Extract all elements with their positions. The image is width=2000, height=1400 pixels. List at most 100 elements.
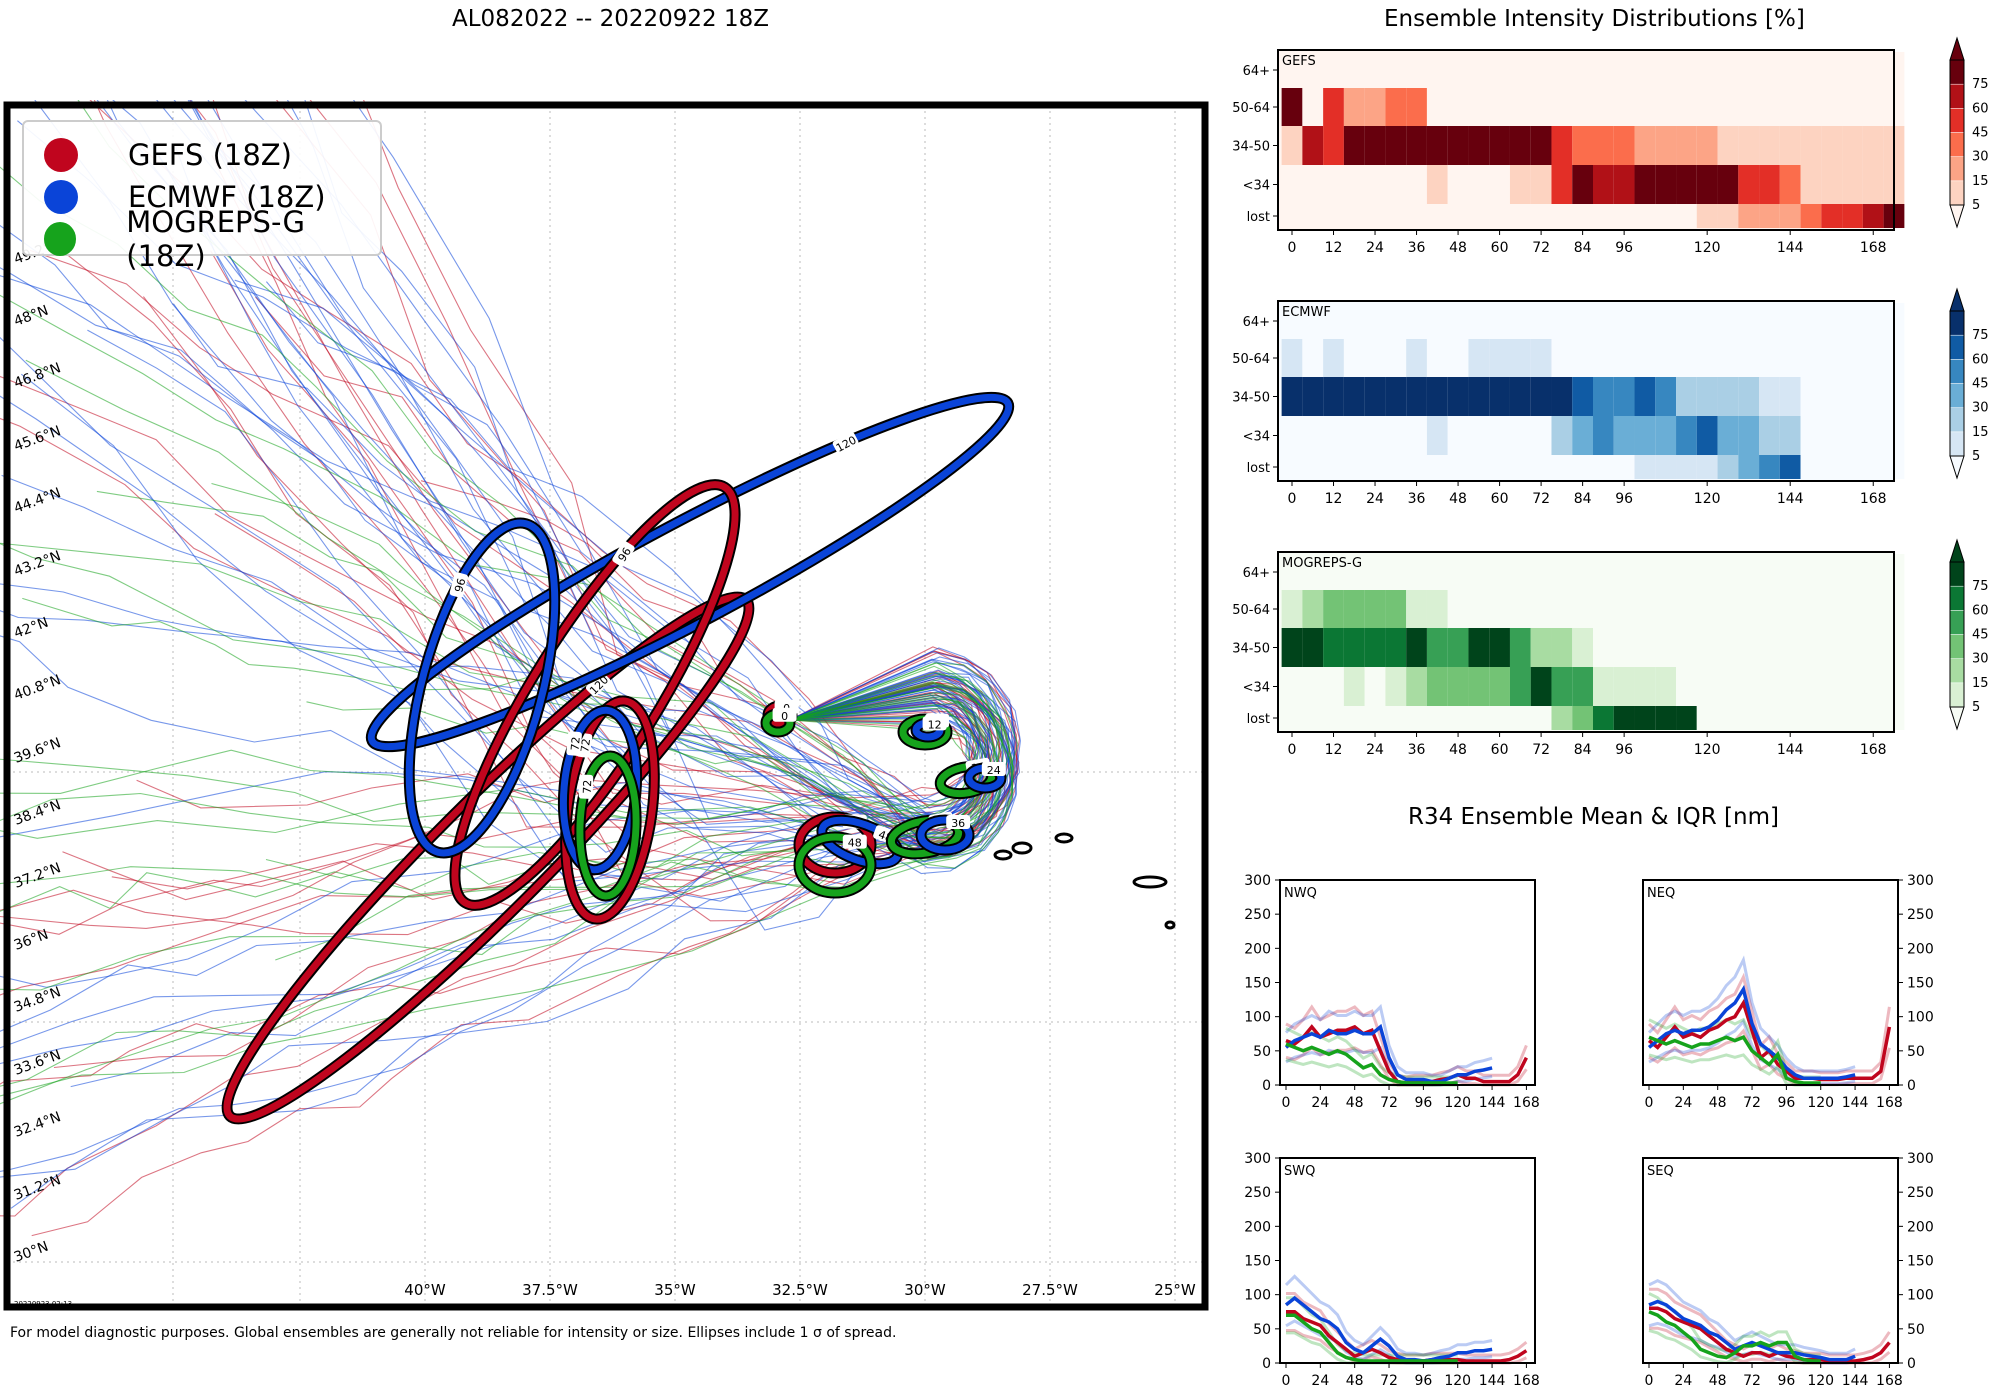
heatmap-cell bbox=[1779, 126, 1801, 165]
y-tick-label: 50 bbox=[1907, 1044, 1925, 1060]
heatmap-cell bbox=[1489, 706, 1510, 730]
heatmap-cell bbox=[1738, 590, 1760, 628]
heatmap-cell bbox=[1634, 303, 1656, 339]
ensemble-track bbox=[173, 303, 1021, 851]
heatmap-cell bbox=[1613, 667, 1635, 706]
y-tick-label: 250 bbox=[1244, 1185, 1271, 1201]
heatmap-cell bbox=[1655, 628, 1677, 667]
heatmap-cell bbox=[1821, 377, 1843, 416]
heatmap-cell bbox=[1738, 628, 1760, 667]
heatmap-cell bbox=[1738, 204, 1760, 228]
heatmap-row-label: lost bbox=[1247, 210, 1270, 225]
heatmap-cell bbox=[1738, 126, 1760, 165]
ensemble-track bbox=[17, 120, 974, 803]
x-tick-label: 84 bbox=[1574, 491, 1592, 507]
heatmap-cell bbox=[1842, 554, 1863, 590]
heatmap-cell bbox=[1447, 88, 1469, 126]
colorbar-segment bbox=[1949, 180, 1965, 206]
heatmap-cell bbox=[1717, 303, 1739, 339]
heatmap-cell bbox=[1759, 628, 1780, 667]
colorbar-segment bbox=[1949, 431, 1965, 457]
intensity-title: Ensemble Intensity Distributions [%] bbox=[1384, 6, 1805, 32]
y-tick-label: 300 bbox=[1244, 1151, 1271, 1167]
legend-marker-gefs bbox=[44, 138, 78, 172]
legend-item-mogreps: MOGREPS-G (18Z) bbox=[44, 205, 380, 273]
lat-label: 42°N bbox=[12, 615, 51, 642]
heatmap-cell bbox=[1759, 165, 1780, 204]
heatmap-cell bbox=[1364, 165, 1386, 204]
heatmap-cell bbox=[1655, 706, 1677, 730]
heatmap-cell bbox=[1572, 52, 1593, 88]
heatmap-cell bbox=[1281, 667, 1303, 706]
ellipse-label: 96 bbox=[452, 577, 468, 594]
ellipse-label-bg bbox=[946, 815, 971, 829]
r34-title: R34 Ensemble Mean & IQR [nm] bbox=[1408, 804, 1779, 830]
colorbar-label: 15 bbox=[1972, 425, 1989, 440]
heatmap-cell bbox=[1717, 52, 1739, 88]
x-tick-label: 48 bbox=[1449, 742, 1467, 758]
heatmap-cell bbox=[1862, 416, 1884, 455]
heatmap-cell bbox=[1862, 165, 1884, 204]
heatmap-cell bbox=[1364, 339, 1386, 377]
colorbar-label: 30 bbox=[1972, 150, 1989, 165]
heatmap-cell bbox=[1426, 706, 1448, 730]
ellipse-fill bbox=[405, 519, 559, 857]
heatmap-cell bbox=[1655, 52, 1677, 88]
heatmap-cell bbox=[1634, 416, 1656, 455]
heatmap-cell bbox=[1281, 165, 1303, 204]
mean-line-ecmwf bbox=[1647, 984, 1856, 1080]
heatmap-cell bbox=[1468, 165, 1490, 204]
heatmap-cell bbox=[1489, 126, 1510, 165]
iqr-upper bbox=[1285, 1004, 1528, 1079]
y-tick-label: 100 bbox=[1244, 1288, 1271, 1304]
heatmap-cell bbox=[1530, 554, 1552, 590]
ellipse-label: 72 bbox=[569, 736, 583, 751]
r34-chart-swq: SWQ 0 50 100 150 200 250 300 0 24 48 72 96 120 144 168 bbox=[1244, 1151, 1540, 1389]
heatmap-cell bbox=[1364, 204, 1386, 228]
colorbar-segment bbox=[1949, 407, 1965, 433]
heatmap-cell bbox=[1530, 667, 1552, 706]
heatmap-cell bbox=[1655, 204, 1677, 228]
heatmap-cell bbox=[1530, 628, 1552, 667]
colorbar-segment bbox=[1949, 585, 1965, 611]
heatmap-cell bbox=[1530, 339, 1552, 377]
heatmap-cell bbox=[1800, 88, 1822, 126]
ellipse-label: 96 bbox=[616, 545, 634, 564]
colorbar-label: 15 bbox=[1972, 676, 1989, 691]
x-tick-label: 24 bbox=[1674, 1373, 1692, 1389]
heatmap-cell bbox=[1676, 88, 1697, 126]
heatmap-cell bbox=[1364, 667, 1386, 706]
heatmap-cell bbox=[1800, 204, 1822, 228]
heatmap-cell bbox=[1551, 204, 1573, 228]
ellipse-fill bbox=[917, 816, 973, 854]
x-tick-label: 48 bbox=[1346, 1373, 1364, 1389]
heatmap-cell bbox=[1302, 377, 1324, 416]
heatmap-cell bbox=[1426, 303, 1448, 339]
y-tick-label: 100 bbox=[1244, 1010, 1271, 1026]
heatmap-cell bbox=[1364, 303, 1386, 339]
x-tick-label: 144 bbox=[1842, 1373, 1869, 1389]
heatmap-cell bbox=[1406, 667, 1427, 706]
mean-line-mogreps-g bbox=[1648, 1035, 1821, 1085]
heatmap-cell bbox=[1447, 339, 1469, 377]
lon-label: 37.5°W bbox=[522, 1281, 578, 1299]
x-tick-label: 72 bbox=[1743, 1373, 1761, 1389]
heatmap-cell bbox=[1821, 590, 1843, 628]
heatmap-cell bbox=[1406, 416, 1427, 455]
ellipse-label: 48 bbox=[848, 837, 862, 850]
heatmap-cell bbox=[1364, 52, 1386, 88]
x-tick-label: 36 bbox=[1408, 742, 1426, 758]
heatmap-cell bbox=[1655, 416, 1677, 455]
legend-item-ecmwf: ECMWF (18Z) bbox=[44, 176, 326, 218]
heatmap-cell bbox=[1800, 416, 1822, 455]
ellipse-label-bg bbox=[981, 762, 1006, 776]
heatmap-row-label: 34-50 bbox=[1232, 391, 1270, 406]
heatmap-cell bbox=[1800, 52, 1822, 88]
heatmap-cell bbox=[1842, 126, 1863, 165]
lon-label: 25°W bbox=[1154, 1281, 1196, 1299]
heatmap-cell bbox=[1468, 590, 1490, 628]
heatmap-cell bbox=[1406, 554, 1427, 590]
heatmap-cell bbox=[1364, 88, 1386, 126]
heatmap-cell bbox=[1613, 303, 1635, 339]
heatmap-cell bbox=[1696, 52, 1718, 88]
